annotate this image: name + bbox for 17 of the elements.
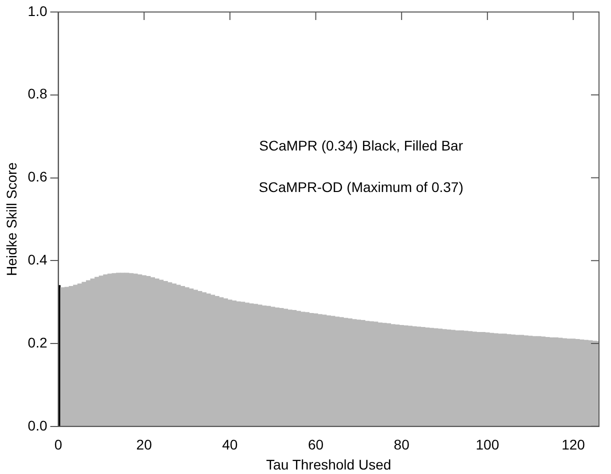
x-tick-label: 0 — [54, 436, 62, 453]
y-tick-label: 0.2 — [28, 334, 48, 350]
y-tick-label: 0.6 — [28, 168, 48, 185]
y-tick-label: 0.0 — [28, 417, 48, 434]
x-tick-label: 100 — [476, 436, 500, 453]
x-tick-label: 20 — [136, 436, 152, 453]
annotation: SCaMPR-OD (Maximum of 0.37) — [258, 178, 464, 195]
x-tick-label: 120 — [562, 436, 586, 453]
x-tick-label: 80 — [394, 436, 410, 453]
x-tick-label: 40 — [222, 436, 238, 453]
x-tick-label: 60 — [308, 436, 324, 453]
y-axis-title: Heidke Skill Score — [3, 162, 20, 276]
x-axis-title: Tau Threshold Used — [266, 456, 392, 472]
annotation: SCaMPR (0.34) Black, Filled Bar — [259, 138, 464, 154]
y-tick-label: 0.8 — [28, 86, 48, 102]
y-tick-label: 1.0 — [28, 2, 48, 19]
y-tick-label: 0.4 — [28, 252, 48, 268]
